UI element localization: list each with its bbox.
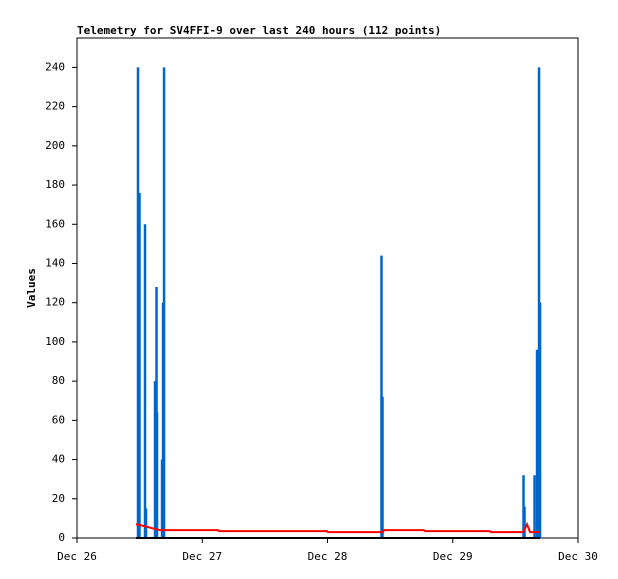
y-tick-label: 240 (45, 60, 65, 73)
y-tick-label: 60 (52, 413, 65, 426)
y-tick-label: 220 (45, 100, 65, 113)
y-tick-label: 120 (45, 296, 65, 309)
x-tick-label: Dec 26 (57, 550, 97, 563)
y-tick-label: 100 (45, 335, 65, 348)
x-tick-label: Dec 29 (433, 550, 473, 563)
y-tick-label: 40 (52, 453, 65, 466)
y-axis-label: Values (25, 268, 38, 308)
series-line (135, 521, 541, 534)
y-tick-label: 20 (52, 492, 65, 505)
chart-title: Telemetry for SV4FFI-9 over last 240 hou… (77, 24, 441, 37)
y-tick-label: 180 (45, 178, 65, 191)
y-tick-label: 140 (45, 256, 65, 269)
x-tick-label: Dec 28 (308, 550, 348, 563)
y-tick-label: 160 (45, 217, 65, 230)
y-tick-label: 0 (58, 531, 65, 544)
y-tick-label: 200 (45, 139, 65, 152)
y-tick-label: 80 (52, 374, 65, 387)
x-tick-label: Dec 27 (182, 550, 222, 563)
x-tick-label: Dec 30 (558, 550, 598, 563)
